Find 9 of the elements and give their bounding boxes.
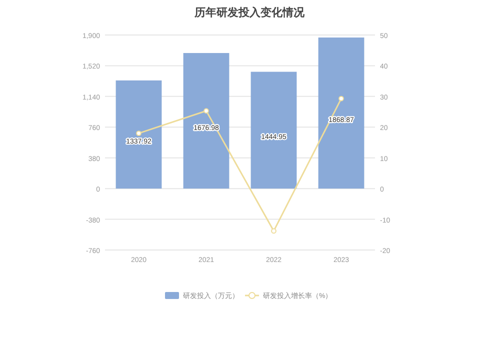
bar: [116, 80, 162, 189]
chart-title: 历年研发投入变化情况: [194, 6, 306, 19]
point: [204, 108, 209, 114]
bar: [318, 38, 364, 189]
point: [271, 228, 276, 234]
point: [338, 96, 344, 102]
bar: [183, 53, 230, 189]
bar: [250, 72, 297, 189]
point: [136, 130, 142, 136]
